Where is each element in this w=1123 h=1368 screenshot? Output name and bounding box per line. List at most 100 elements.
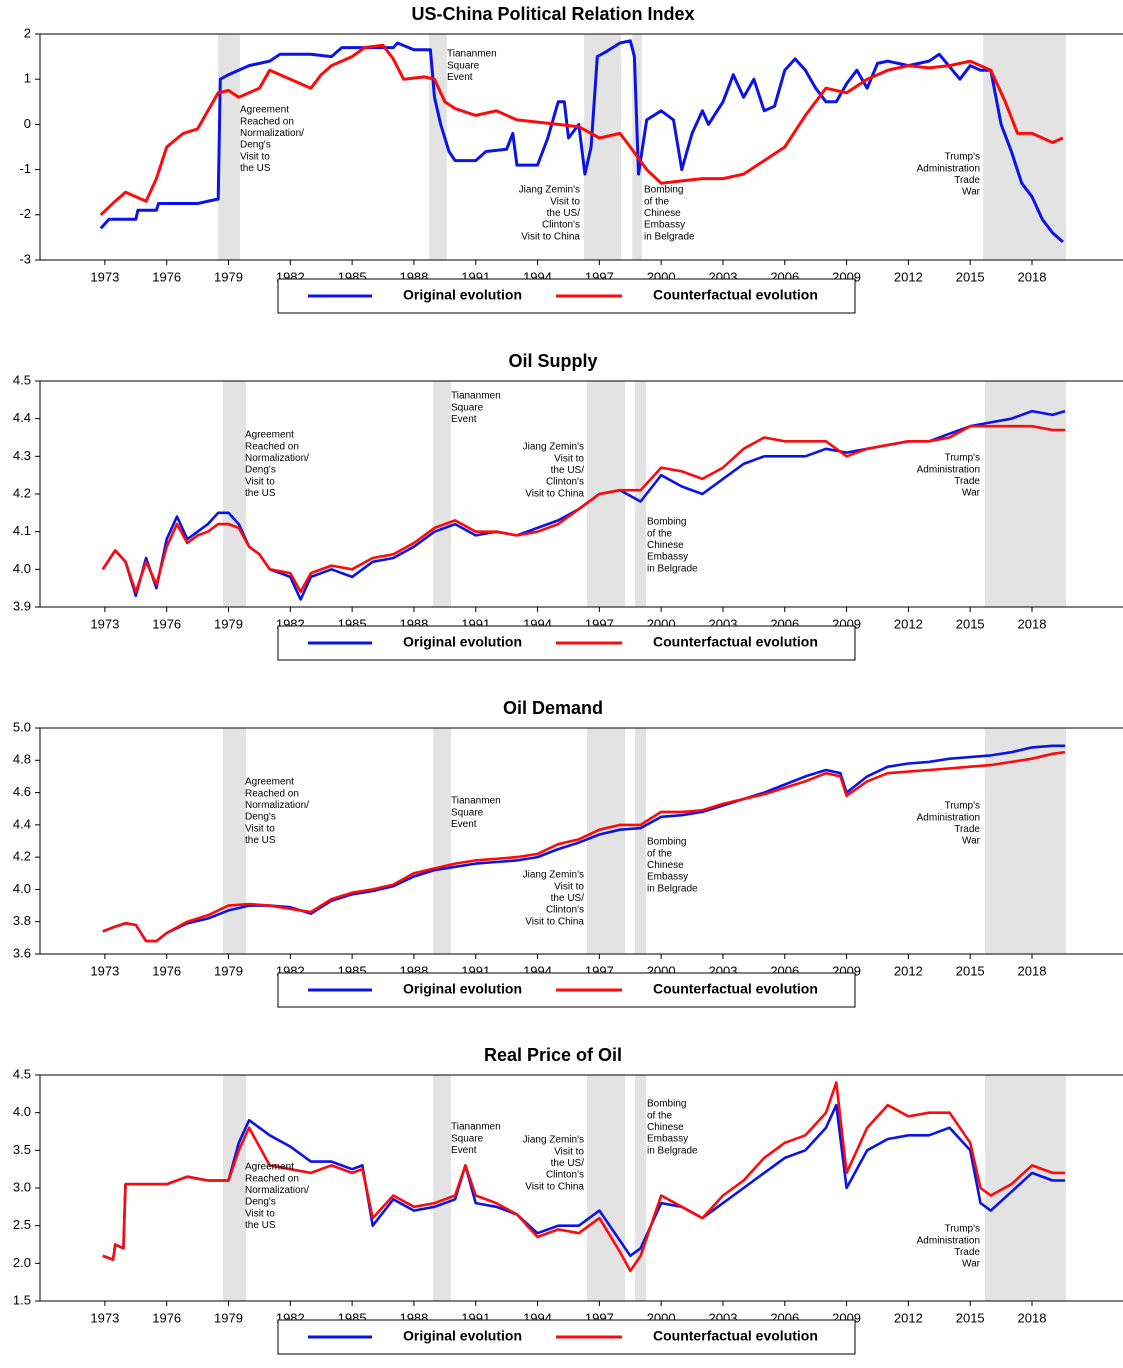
- event-band: [222, 1075, 247, 1301]
- x-tick-label: 1976: [152, 616, 181, 631]
- y-tick-label: -2: [19, 206, 31, 221]
- y-tick-label: 4.0: [13, 561, 31, 576]
- y-tick-label: 4.6: [13, 784, 31, 799]
- x-tick-label: 1973: [90, 269, 119, 284]
- y-tick-label: 2.0: [13, 1255, 31, 1270]
- series-line: [99, 43, 1064, 216]
- annotation: Deng's: [245, 1197, 276, 1208]
- y-tick-label: 2.5: [13, 1217, 31, 1232]
- annotation: Event: [451, 1145, 477, 1156]
- annotation: Chinese: [647, 540, 684, 551]
- x-tick-label: 2018: [1018, 269, 1047, 284]
- y-tick-label: 1: [24, 71, 31, 86]
- y-tick-label: 3.8: [13, 913, 31, 928]
- x-tick-label: 2015: [956, 1310, 985, 1325]
- annotation: Normalization/: [245, 453, 309, 464]
- annotation: Reached on: [245, 441, 299, 452]
- annotation: Visit to: [245, 823, 275, 834]
- event-band: [222, 381, 247, 607]
- annotation: Chinese: [644, 208, 681, 219]
- x-tick-label: 1979: [214, 269, 243, 284]
- y-tick-label: 2: [24, 25, 31, 40]
- legend-label: Counterfactual evolution: [653, 1328, 818, 1344]
- annotation: Trump's: [945, 453, 980, 464]
- annotation: of the: [647, 528, 672, 539]
- annotation: Embassy: [647, 872, 688, 883]
- x-tick-label: 2012: [894, 1310, 923, 1325]
- legend-label: Original evolution: [403, 981, 522, 997]
- annotation: the US: [245, 1220, 276, 1231]
- event-band: [586, 1075, 626, 1301]
- annotation: Trump's: [945, 1224, 980, 1235]
- legend-label: Counterfactual evolution: [653, 981, 818, 997]
- annotation: Administration: [917, 464, 980, 475]
- annotation: Event: [447, 72, 473, 83]
- y-tick-label: 0: [24, 116, 31, 131]
- y-tick-label: 4.2: [13, 849, 31, 864]
- y-tick-label: 1.5: [13, 1292, 31, 1307]
- series-line: [102, 1081, 1065, 1273]
- y-tick-label: 4.0: [13, 881, 31, 896]
- annotation: Visit to China: [525, 488, 584, 499]
- annotation: Trade: [954, 476, 980, 487]
- x-tick-label: 2018: [1018, 616, 1047, 631]
- annotation: the US: [245, 488, 276, 499]
- annotation: the US/: [547, 208, 581, 219]
- y-tick-label: 4.5: [13, 372, 31, 387]
- annotation: Visit to: [245, 1208, 275, 1219]
- x-tick-label: 2018: [1018, 1310, 1047, 1325]
- annotation: Deng's: [245, 812, 276, 823]
- annotation: Trade: [954, 824, 980, 835]
- series-line: [102, 744, 1065, 943]
- annotation: in Belgrade: [647, 1145, 698, 1156]
- annotation: Deng's: [245, 465, 276, 476]
- annotation: of the: [647, 848, 672, 859]
- annotation: Administration: [917, 1235, 980, 1246]
- annotation: Visit to: [554, 453, 584, 464]
- annotation: Visit to: [240, 151, 270, 162]
- chart-title: Real Price of Oil: [484, 1045, 622, 1065]
- x-tick-label: 2015: [956, 963, 985, 978]
- annotation: Normalization/: [245, 1185, 309, 1196]
- annotation: Trump's: [945, 801, 980, 812]
- annotation: Tiananmen: [451, 796, 501, 807]
- y-tick-label: 4.8: [13, 752, 31, 767]
- event-band: [985, 381, 1066, 607]
- x-tick-label: 1976: [152, 963, 181, 978]
- annotation: Event: [451, 819, 477, 830]
- annotation: Chinese: [647, 860, 684, 871]
- x-tick-label: 2015: [956, 616, 985, 631]
- annotation: Administration: [917, 812, 980, 823]
- chart-panel: Oil Supply 3.9 4.0 4.1 4.2 4.3 4.4 4.5 1973 1976 1…: [13, 351, 1123, 661]
- annotation: Bombing: [647, 517, 686, 528]
- y-tick-label: 4.3: [13, 448, 31, 463]
- event-band: [586, 728, 626, 954]
- y-tick-label: 4.5: [13, 1066, 31, 1081]
- annotation: Normalization/: [245, 800, 309, 811]
- annotation: Square: [451, 402, 484, 413]
- x-tick-label: 2012: [894, 963, 923, 978]
- event-band: [634, 728, 647, 954]
- legend-label: Original evolution: [403, 1328, 522, 1344]
- legend-label: Original evolution: [403, 287, 522, 303]
- x-tick-label: 2012: [894, 269, 923, 284]
- y-tick-label: 3.6: [13, 945, 31, 960]
- annotation: Visit to China: [525, 916, 584, 927]
- x-tick-label: 1979: [214, 1310, 243, 1325]
- annotation: in Belgrade: [644, 231, 695, 242]
- chart-title: Oil Supply: [508, 351, 597, 371]
- annotation: the US: [240, 163, 271, 174]
- x-tick-label: 1973: [90, 963, 119, 978]
- annotation: Clinton's: [546, 1170, 584, 1181]
- event-band: [634, 1075, 647, 1301]
- annotation: in Belgrade: [647, 563, 698, 574]
- annotation: Bombing: [647, 1099, 686, 1110]
- event-band: [433, 1075, 452, 1301]
- event-band: [985, 1075, 1066, 1301]
- event-band: [222, 728, 247, 954]
- annotation: Trump's: [945, 152, 980, 163]
- annotation: Visit to China: [525, 1181, 584, 1192]
- annotation: the US/: [551, 465, 585, 476]
- annotation: Agreement: [245, 1162, 294, 1173]
- annotation: Clinton's: [546, 477, 584, 488]
